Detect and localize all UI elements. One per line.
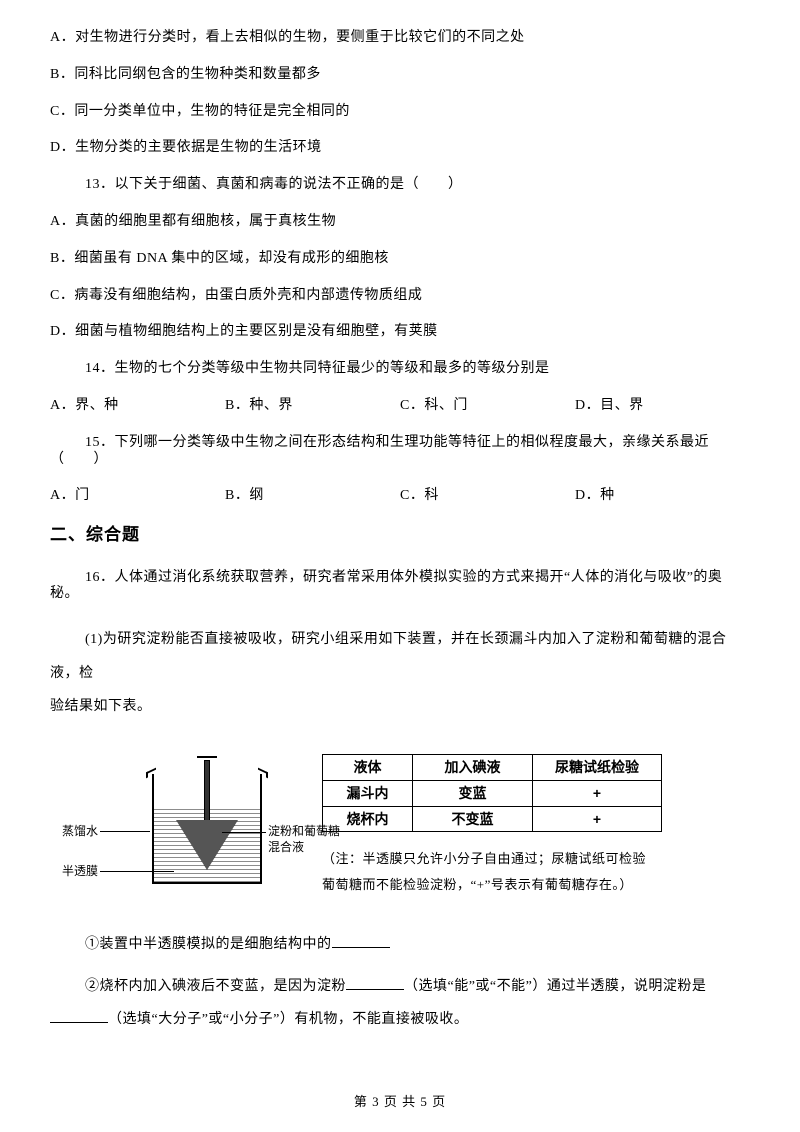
q13-B: B．细菌虽有 DNA 集中的区域，却没有成形的细胞核 [50,251,750,268]
label-water: 蒸馏水 [62,824,98,838]
q16-sub1: ①装置中半透膜模拟的是细胞结构中的 [50,928,750,962]
q15-C: C．科 [400,488,575,505]
label-mixture-1: 淀粉和葡萄糖 [268,824,340,838]
q12-B: B．同科比同纲包含的生物种类和数量都多 [50,67,750,84]
q16-sub1-text: ①装置中半透膜模拟的是细胞结构中的 [50,928,332,962]
cell: + [533,780,662,806]
q13-C: C．病毒没有细胞结构，由蛋白质外壳和内部遗传物质组成 [50,288,750,305]
q14-A: A．界、种 [50,398,225,415]
th-iodine: 加入碘液 [413,754,533,780]
table-note: （注：半透膜只允许小分子自由通过；尿糖试纸可检验 葡萄糖而不能检验淀粉，“+”号… [322,846,702,898]
q15-options: A．门 B．纲 C．科 D．种 [50,488,750,505]
cell: + [533,806,662,832]
q14-D: D．目、界 [575,398,750,415]
q13-D: D．细菌与植物细胞结构上的主要区别是没有细胞壁，有荚膜 [50,324,750,341]
q16-p1b: 验结果如下表。 [50,699,152,714]
label-mixture-2: 混合液 [268,840,304,854]
th-sugar: 尿糖试纸检验 [533,754,662,780]
q15-B: B．纲 [225,488,400,505]
q15-A: A．门 [50,488,225,505]
cell: 变蓝 [413,780,533,806]
q14-stem: 14．生物的七个分类等级中生物共同特征最少的等级和最多的等级分别是 [50,361,750,378]
q16-sub2a: ②烧杯内加入碘液后不变蓝，是因为淀粉 [50,970,346,1004]
table-row: 烧杯内 不变蓝 + [323,806,662,832]
experiment-figure-block: 蒸馏水 半透膜 淀粉和葡萄糖 混合液 液体 加入碘液 尿糖试纸检验 漏斗内 变蓝… [50,754,750,904]
blank-2[interactable] [346,976,404,990]
page-footer: 第 3 页 共 5 页 [0,1094,800,1110]
q12-A: A．对生物进行分类时，看上去相似的生物，要侧重于比较它们的不同之处 [50,30,750,47]
table-row: 液体 加入碘液 尿糖试纸检验 [323,754,662,780]
section-2-heading: 二、综合题 [50,525,750,545]
th-liquid: 液体 [323,754,413,780]
q16-sub2: ②烧杯内加入碘液后不变蓝，是因为淀粉 （选填“能”或“不能”）通过半透膜，说明淀粉… [50,970,750,1037]
q13-A: A．真菌的细胞里都有细胞核，属于真核生物 [50,214,750,231]
table-row: 漏斗内 变蓝 + [323,780,662,806]
q15-stem: 15．下列哪一分类等级中生物之间在形态结构和生理功能等特征上的相似程度最大，亲缘… [50,435,750,469]
q16-p1: (1)为研究淀粉能否直接被吸收，研究小组采用如下装置，并在长颈漏斗内加入了淀粉和… [50,623,750,724]
q16-stem: 16．人体通过消化系统获取营养，研究者常采用体外模拟实验的方式来揭开“人体的消化… [50,570,750,604]
q12-C: C．同一分类单位中，生物的特征是完全相同的 [50,104,750,121]
label-membrane: 半透膜 [62,864,98,878]
blank-1[interactable] [332,934,390,948]
q14-C: C．科、门 [400,398,575,415]
q16-p1a: (1)为研究淀粉能否直接被吸收，研究小组采用如下装置，并在长颈漏斗内加入了淀粉和… [50,623,750,690]
q13-stem: 13．以下关于细菌、真菌和病毒的说法不正确的是（ ） [50,177,750,194]
q15-D: D．种 [575,488,750,505]
note-line-2: 葡萄糖而不能检验淀粉，“+”号表示有葡萄糖存在。） [322,877,633,892]
results-table-area: 液体 加入碘液 尿糖试纸检验 漏斗内 变蓝 + 烧杯内 不变蓝 + （注：半透膜… [322,754,702,898]
q12-D: D．生物分类的主要依据是生物的生活环境 [50,140,750,157]
q16-sub2c: （选填“大分子”或“小分子”）有机物，不能直接被吸收。 [108,1012,468,1027]
q14-B: B．种、界 [225,398,400,415]
cell: 漏斗内 [323,780,413,806]
note-line-1: （注：半透膜只允许小分子自由通过；尿糖试纸可检验 [322,851,646,866]
apparatus-diagram: 蒸馏水 半透膜 淀粉和葡萄糖 混合液 [62,754,322,904]
q16-sub2b: （选填“能”或“不能”）通过半透膜，说明淀粉是 [404,979,706,994]
results-table: 液体 加入碘液 尿糖试纸检验 漏斗内 变蓝 + 烧杯内 不变蓝 + [322,754,662,832]
q14-options: A．界、种 B．种、界 C．科、门 D．目、界 [50,398,750,415]
blank-3[interactable] [50,1009,108,1023]
cell: 不变蓝 [413,806,533,832]
